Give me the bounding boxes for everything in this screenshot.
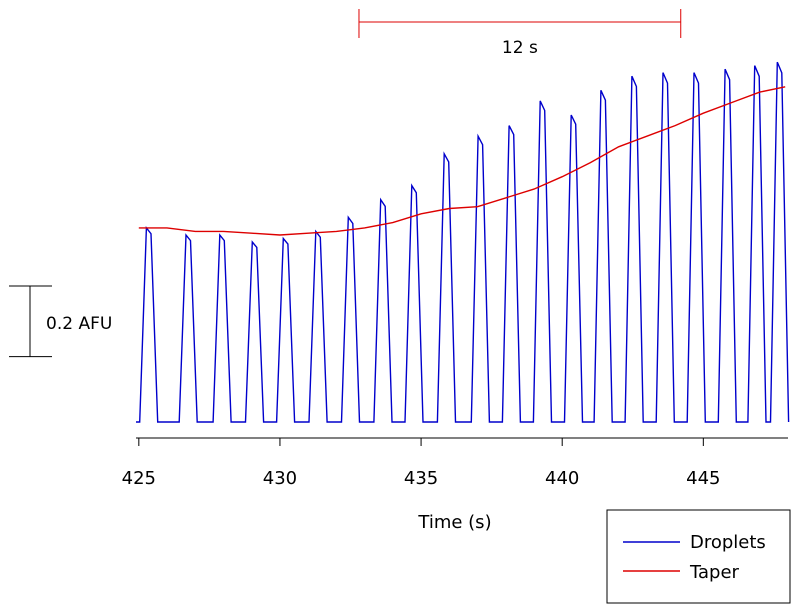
legend-label-taper: Taper: [689, 562, 740, 583]
legend-box: [606, 509, 791, 604]
x-axis-title: Time (s): [417, 512, 491, 533]
series-line-droplets: [136, 61, 790, 423]
x-tick-labels: 425 430 435 440 445: [122, 468, 721, 489]
x-tick-label-430: 430: [263, 468, 297, 489]
time-scale-bar: 12 s: [358, 9, 682, 58]
legend: Droplets Taper: [606, 509, 791, 604]
amplitude-scale-bar: 0.2 AFU: [9, 285, 112, 358]
x-tick-label-445: 445: [686, 468, 720, 489]
plot-area: [136, 61, 790, 423]
amplitude-scale-bar-label: 0.2 AFU: [46, 314, 112, 334]
series-line-taper: [138, 86, 786, 236]
x-tick-label-425: 425: [122, 468, 156, 489]
legend-label-droplets: Droplets: [690, 532, 766, 553]
x-tick-label-440: 440: [545, 468, 579, 489]
x-tick-label-435: 435: [404, 468, 438, 489]
time-scale-bar-label: 12 s: [502, 38, 538, 58]
x-ticks: [138, 438, 704, 446]
